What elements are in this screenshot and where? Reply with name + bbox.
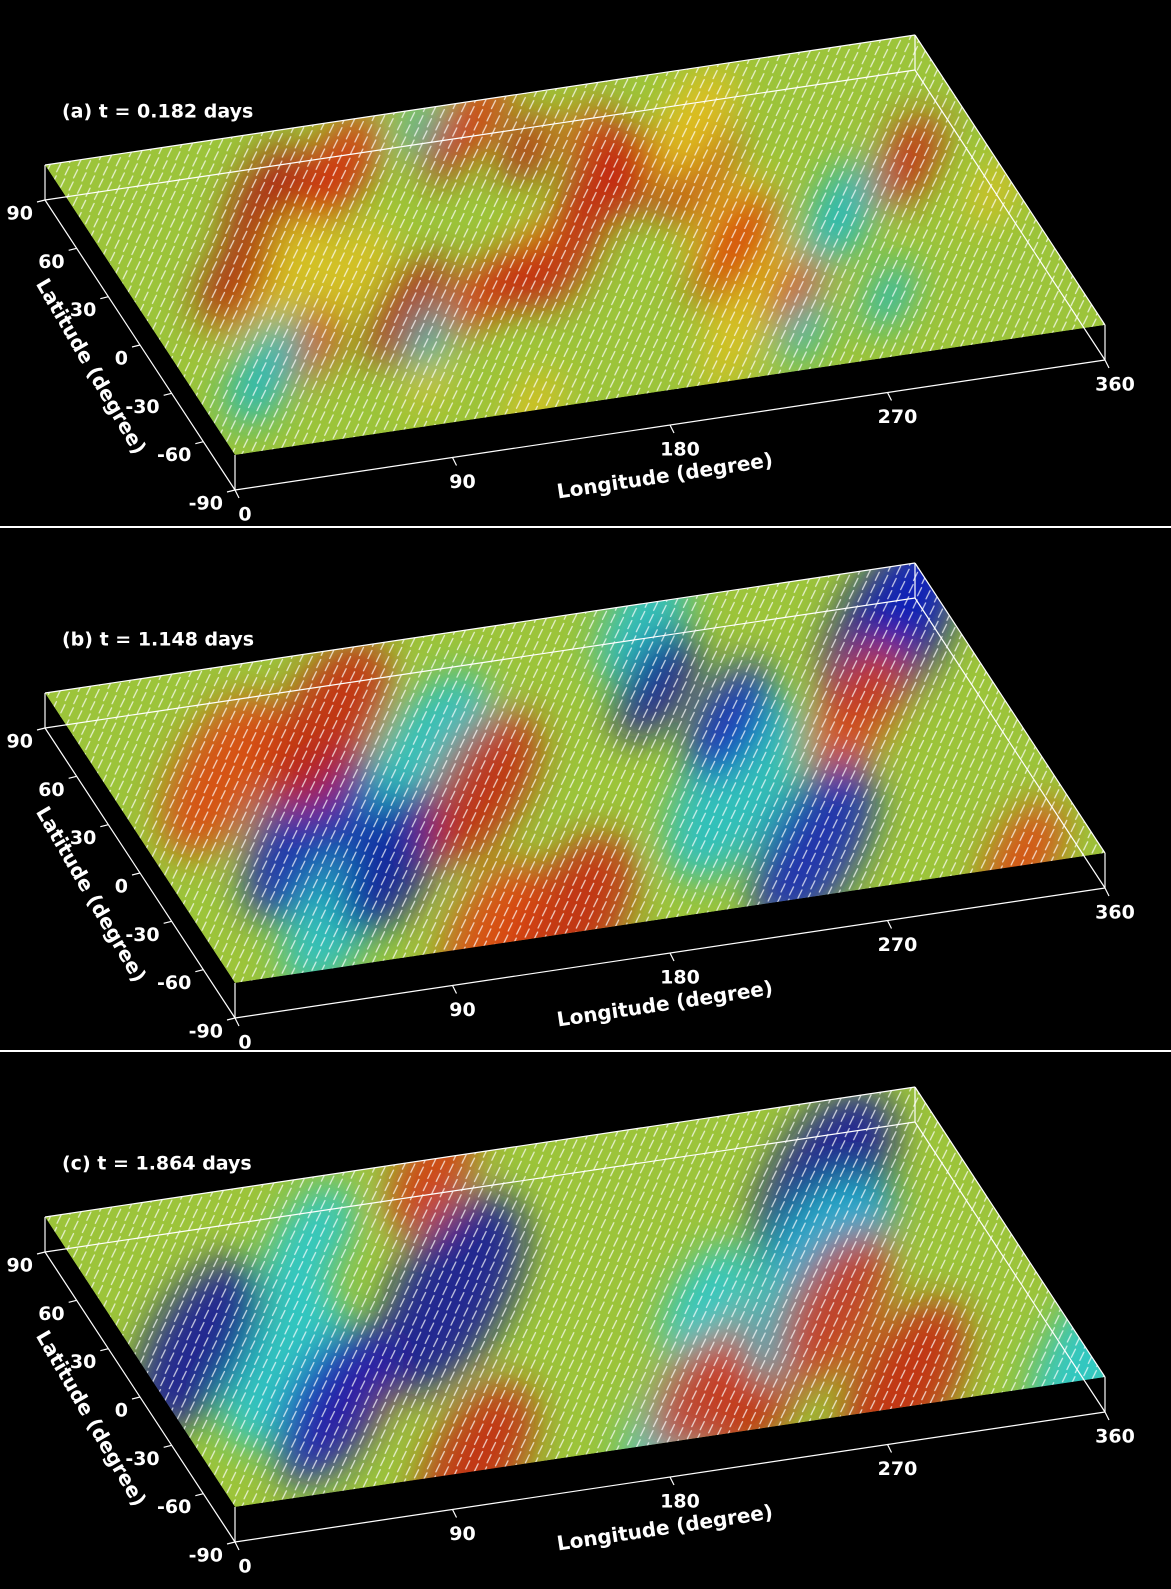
panel: (c) t = 1.864 days 0 90 180 270 360 -90 -60 -30 0… — [7, 1086, 1135, 1578]
surface — [45, 35, 1105, 455]
box-edge — [914, 69, 1106, 361]
y-tick — [195, 441, 204, 445]
y-tick — [131, 872, 141, 876]
x-tick — [886, 392, 893, 401]
y-tick — [226, 489, 236, 493]
x-tick-label: 0 — [238, 1556, 251, 1578]
wind-arrows — [45, 35, 1105, 455]
y-tick-label: -30 — [125, 924, 159, 946]
x-tick — [234, 1541, 240, 1551]
y-tick — [36, 727, 46, 731]
y-tick-label: 30 — [70, 827, 96, 849]
y-tick — [100, 824, 109, 828]
panel-title: (a) t = 0.182 days — [62, 101, 253, 123]
y-tick-label: -90 — [189, 1545, 223, 1567]
x-tick — [669, 952, 675, 962]
y-tick — [163, 920, 172, 924]
x-tick-label: 180 — [660, 439, 700, 461]
box-edge — [914, 1086, 1106, 1378]
y-tick-label: 30 — [70, 299, 96, 321]
x-tick-label: 360 — [1095, 374, 1135, 396]
box-edge — [914, 1121, 1106, 1413]
y-tick — [195, 969, 204, 973]
y-tick-label: -30 — [125, 396, 159, 418]
y-tick — [195, 1493, 204, 1497]
panel-title: (c) t = 1.864 days — [62, 1153, 252, 1175]
y-tick — [68, 247, 77, 251]
y-tick — [36, 199, 46, 203]
x-tick — [451, 985, 458, 994]
box-edge — [44, 1086, 916, 1218]
x-tick — [451, 1509, 458, 1518]
x-tick-label: 90 — [449, 471, 475, 493]
y-tick-label: 90 — [7, 731, 33, 753]
x-tick — [669, 1476, 675, 1486]
box-edge — [914, 597, 1106, 889]
box-edge — [44, 34, 916, 166]
surface — [45, 563, 1105, 983]
x-tick-label: 270 — [878, 1458, 918, 1480]
wind-arrows — [45, 1087, 1105, 1507]
y-tick-label: 60 — [38, 1303, 64, 1325]
x-tick-label: 180 — [660, 967, 700, 989]
y-tick-label: 60 — [38, 251, 64, 273]
box-edge — [44, 1121, 916, 1253]
y-tick — [163, 392, 172, 396]
y-tick — [226, 1017, 236, 1021]
y-tick-label: -60 — [157, 1496, 191, 1518]
x-tick — [1104, 1411, 1110, 1421]
x-tick — [1104, 887, 1110, 897]
y-tick-label: 60 — [38, 779, 64, 801]
panel: (b) t = 1.148 days 0 90 180 270 360 -90 -60 -30 0… — [7, 562, 1135, 1054]
y-tick — [163, 1444, 172, 1448]
y-tick — [131, 344, 141, 348]
y-tick — [131, 1396, 141, 1400]
x-tick-label: 360 — [1095, 1426, 1135, 1448]
y-tick-label: 30 — [70, 1351, 96, 1373]
y-tick-label: 90 — [7, 1255, 33, 1277]
x-tick-label: 270 — [878, 934, 918, 956]
x-tick-label: 270 — [878, 406, 918, 428]
y-tick-label: -60 — [157, 444, 191, 466]
x-tick-label: 360 — [1095, 902, 1135, 924]
y-tick-label: -60 — [157, 972, 191, 994]
x-tick — [234, 1017, 240, 1027]
box-edge — [44, 597, 916, 729]
x-tick-label: 90 — [449, 1523, 475, 1545]
panel-title: (b) t = 1.148 days — [62, 629, 254, 651]
box-edge — [44, 69, 916, 201]
box-edge — [914, 562, 1106, 854]
y-tick — [36, 1251, 46, 1255]
surface — [45, 1087, 1105, 1507]
box-edge — [44, 562, 916, 694]
wind-arrows — [45, 563, 1105, 983]
x-tick-label: 0 — [238, 1032, 251, 1054]
x-tick-label: 90 — [449, 999, 475, 1021]
y-tick-label: -30 — [125, 1448, 159, 1470]
y-tick-label: -90 — [189, 493, 223, 515]
x-tick — [1104, 359, 1110, 369]
x-tick — [886, 1444, 893, 1453]
x-tick — [234, 489, 240, 499]
y-tick-label: 0 — [115, 348, 128, 370]
x-tick — [451, 457, 458, 466]
separator — [0, 1050, 1171, 1052]
y-tick — [68, 1299, 77, 1303]
x-tick — [669, 424, 675, 434]
box-edge — [914, 34, 1106, 326]
y-tick-label: 0 — [115, 1400, 128, 1422]
x-tick-label: 0 — [238, 504, 251, 526]
x-tick — [886, 920, 893, 929]
y-tick — [226, 1541, 236, 1545]
y-tick — [100, 1348, 109, 1352]
separator — [0, 526, 1171, 528]
y-tick — [100, 296, 109, 300]
y-tick-label: 0 — [115, 876, 128, 898]
y-tick-label: 90 — [7, 203, 33, 225]
x-tick-label: 180 — [660, 1491, 700, 1513]
y-tick-label: -90 — [189, 1021, 223, 1043]
y-tick — [68, 775, 77, 779]
